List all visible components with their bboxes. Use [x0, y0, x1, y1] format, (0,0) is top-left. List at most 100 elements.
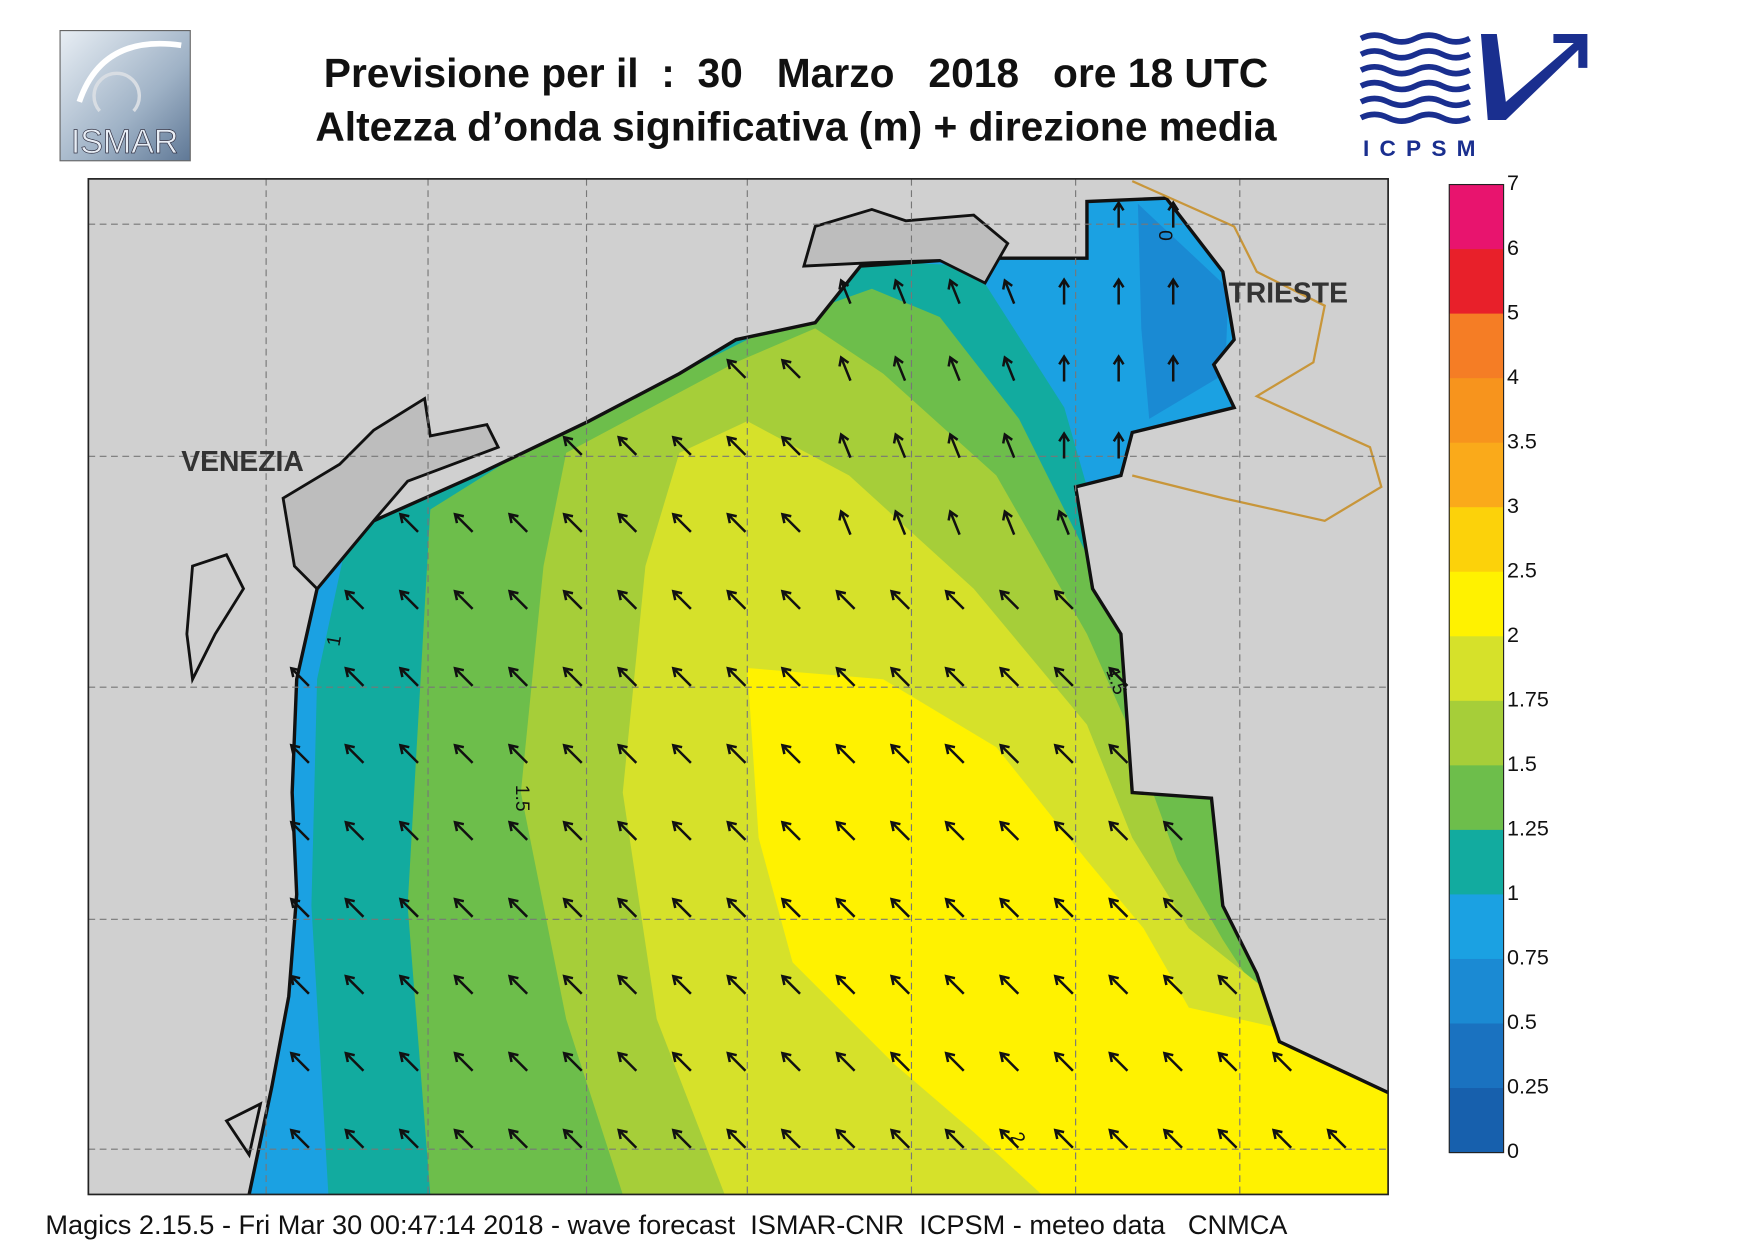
arrow [344, 1051, 365, 1072]
arrow [889, 743, 911, 764]
arrow [507, 666, 529, 687]
arrow [344, 666, 365, 687]
colorbar-swatch [1449, 571, 1504, 637]
colorbar-label: 1.5 [1507, 752, 1537, 776]
arrow [835, 1128, 856, 1149]
colorbar-label: 6 [1507, 236, 1519, 260]
colorbar-label: 0 [1507, 1139, 1519, 1163]
arrow [726, 358, 747, 379]
arrow [1058, 277, 1070, 305]
arrow [1167, 200, 1180, 228]
arrow [780, 897, 801, 918]
contour-label: 1.5 [511, 785, 532, 812]
arrow [398, 1051, 419, 1072]
subtitle: Altezza d’onda significativa (m) + direz… [315, 103, 1277, 149]
arrow [835, 974, 856, 995]
arrow [838, 509, 852, 536]
arrow [671, 1051, 692, 1072]
arrow [1271, 1128, 1293, 1149]
arrow [1162, 974, 1183, 995]
arrow [453, 974, 474, 995]
arrow [562, 897, 583, 918]
arrow [671, 743, 692, 764]
arrow [947, 509, 961, 536]
arrow [398, 897, 419, 918]
arrow [889, 820, 911, 841]
arrow [344, 897, 365, 918]
arrow [398, 743, 419, 764]
arrow [617, 820, 638, 841]
arrow [507, 1128, 529, 1149]
logo-ismar: ISMAR [59, 30, 191, 162]
arrow [889, 589, 911, 610]
arrow [1001, 509, 1016, 536]
colorbar: 7 6 5 4 3.5 3 2.5 2 1.75 1.5 1.25 1 0.75 0.5 0.25 0 [1448, 171, 1549, 1163]
arrow [453, 820, 474, 841]
arrow [1167, 277, 1180, 305]
colorbar-swatch [1449, 894, 1504, 960]
arrow [344, 1128, 365, 1149]
arrow [726, 1051, 747, 1072]
arrow [835, 666, 856, 687]
arrow [835, 589, 856, 610]
arrow [947, 278, 961, 305]
arrow [671, 589, 692, 610]
arrow [835, 743, 856, 764]
arrow [892, 509, 907, 536]
colorbar-label: 0.5 [1507, 1010, 1537, 1034]
arrow [398, 589, 419, 610]
arrow [671, 820, 692, 841]
arrow [835, 897, 856, 918]
colorbar-label: 0.75 [1507, 946, 1549, 970]
colorbar-label: 4 [1507, 365, 1519, 389]
arrow [398, 1128, 419, 1149]
logo-text: ICPSM [1363, 136, 1486, 161]
arrow [1162, 1051, 1183, 1072]
arrow [838, 355, 852, 382]
arrow [289, 1128, 310, 1149]
arrow [780, 666, 801, 687]
arrow [289, 974, 310, 995]
arrow [289, 820, 310, 841]
colorbar-swatch [1449, 313, 1504, 379]
colorbar-swatch [1449, 507, 1504, 573]
arrow [726, 897, 747, 918]
arrow [1053, 1128, 1074, 1149]
colorbar-swatch [1449, 378, 1504, 444]
colorbar-swatch [1449, 442, 1504, 508]
arrow [999, 666, 1020, 687]
colorbar-swatch [1449, 1088, 1504, 1154]
arrow [1162, 897, 1183, 918]
arrow [1053, 897, 1074, 918]
arrow [1053, 589, 1074, 610]
arrow [617, 435, 638, 456]
arrow [944, 666, 965, 687]
arrow [671, 1128, 692, 1149]
city-label: TRIESTE [1228, 276, 1348, 308]
arrow [780, 1128, 801, 1149]
arrow [835, 820, 856, 841]
arrow [344, 820, 365, 841]
arrow [289, 1051, 310, 1072]
arrow [999, 820, 1020, 841]
arrow [671, 974, 692, 995]
colorbar-swatch [1449, 184, 1504, 250]
colorbar-label: 1.75 [1507, 688, 1549, 712]
arrow [1058, 354, 1070, 382]
arrow [944, 820, 965, 841]
arrow [1271, 1051, 1293, 1072]
arrow [889, 666, 911, 687]
arrow [944, 589, 965, 610]
arrow [726, 666, 747, 687]
contour-label: 1 [324, 634, 347, 648]
arrow [726, 1128, 747, 1149]
arrow [398, 512, 419, 533]
arrow [999, 589, 1020, 610]
arrow [1108, 743, 1129, 764]
arrow [726, 743, 747, 764]
arrow [562, 435, 583, 456]
arrow [780, 512, 801, 533]
colorbar-label: 1.25 [1507, 817, 1549, 841]
colorbar-label: 5 [1507, 300, 1519, 324]
